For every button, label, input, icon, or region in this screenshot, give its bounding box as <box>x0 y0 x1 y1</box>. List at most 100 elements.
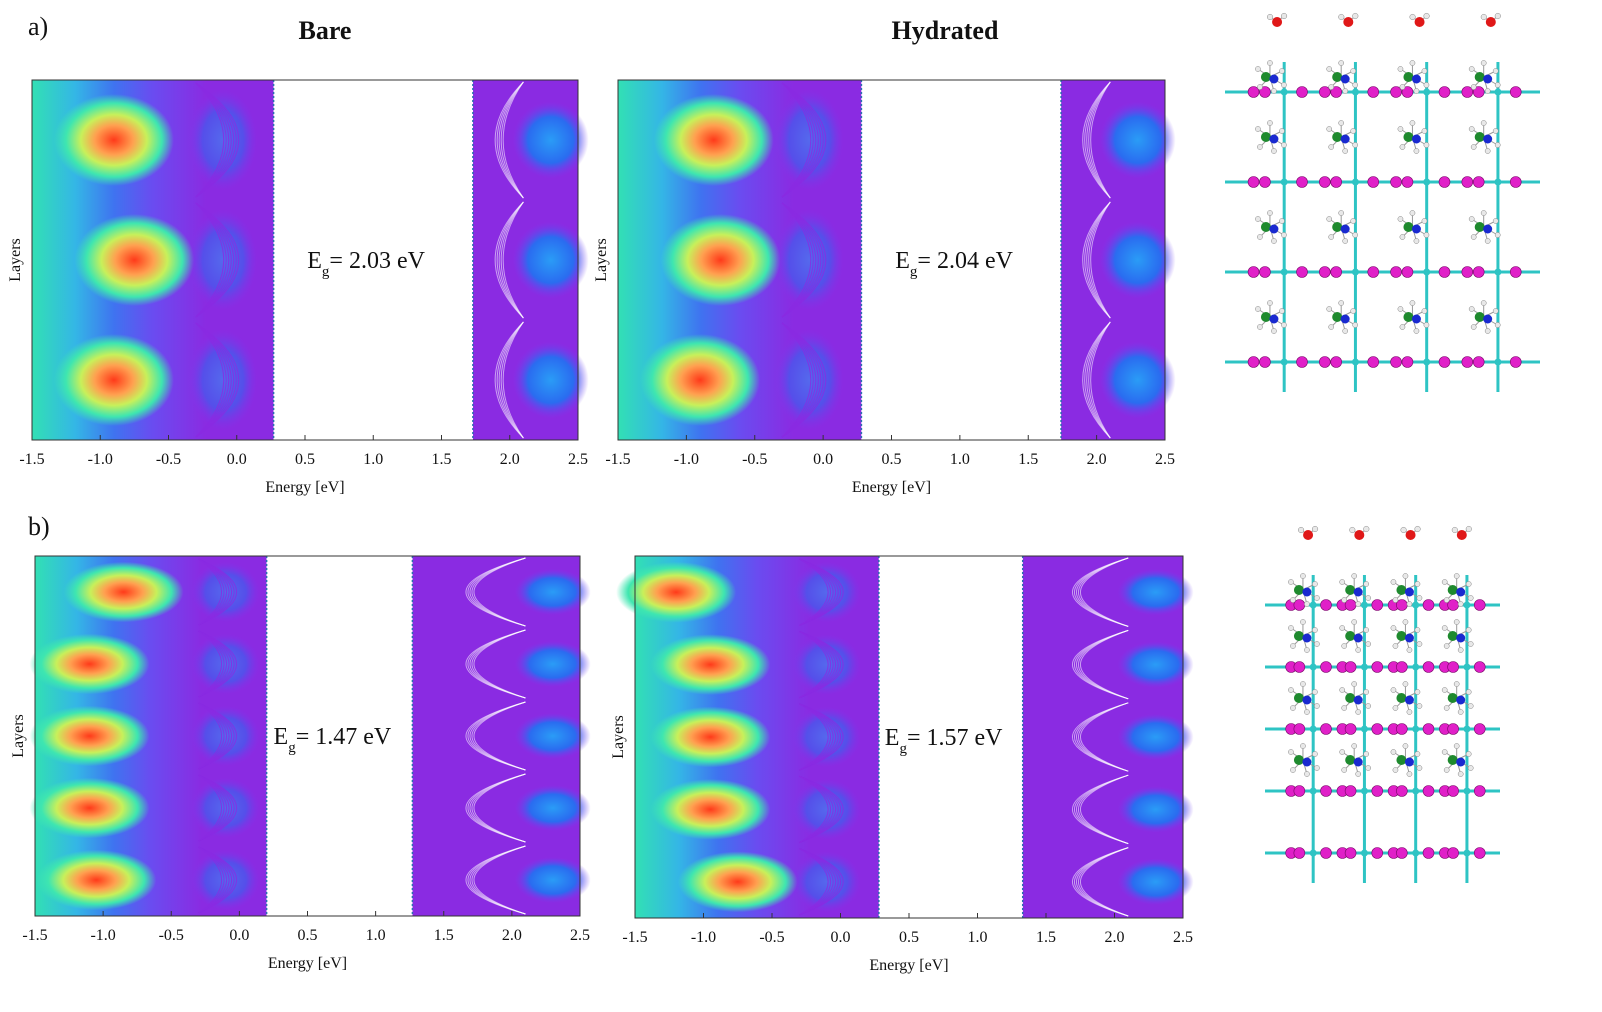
dos-contour <box>195 322 234 438</box>
iodine-atom <box>1473 599 1486 611</box>
iodine-atom <box>1367 86 1380 98</box>
dos-contour <box>198 846 223 914</box>
dos-contour <box>781 202 824 318</box>
dos-hotspot <box>650 706 771 768</box>
conduction-lobe <box>1117 569 1194 616</box>
iodine-atom <box>1259 86 1271 98</box>
dos-contour <box>498 81 524 199</box>
x-tick-label: 2.0 <box>502 927 522 944</box>
x-tick-label: -1.0 <box>90 927 115 944</box>
iodine-atom <box>1396 723 1408 735</box>
methylammonium-cation <box>1255 60 1287 94</box>
iodine-atom <box>1472 356 1485 368</box>
iodine-atom <box>1396 785 1408 797</box>
valence-edge-lobe <box>792 851 861 913</box>
dos-contour <box>195 82 237 198</box>
dos-contour <box>781 202 827 318</box>
dos-contour <box>195 202 230 318</box>
band-gap-region <box>266 556 413 916</box>
x-axis-label: Energy [eV] <box>852 479 931 496</box>
band-gap-region <box>878 556 1023 918</box>
lead-atom <box>1412 663 1420 671</box>
iodine-atom <box>1509 356 1522 368</box>
x-tick-label: 1.0 <box>363 451 383 468</box>
conduction-lobe <box>1099 101 1176 179</box>
lead-atom <box>1351 358 1359 366</box>
conduction-lobe <box>512 221 589 299</box>
iodine-atom <box>1259 356 1271 368</box>
gap-value: 1.57 eV <box>927 725 1004 751</box>
x-tick-label: 2.5 <box>1155 451 1175 468</box>
iodine-atom <box>1472 86 1485 98</box>
valence-edge-lobe <box>189 209 258 311</box>
x-tick-label: 0.0 <box>813 451 833 468</box>
iodine-atom <box>1293 661 1306 673</box>
conduction-lobe <box>514 568 591 616</box>
plot-b-bare: Eg= 1.47 eV -1.5 -1.0 -0.5 0.0 0.5 1.0 1.5 2.0 2.… <box>10 555 591 978</box>
methylammonium-cation <box>1326 60 1359 94</box>
dos-contour <box>1080 702 1129 772</box>
valence-edge-lobe <box>792 561 861 623</box>
dos-contour <box>502 201 524 319</box>
gap-value: 2.04 eV <box>937 248 1014 274</box>
iodine-atom <box>1401 176 1414 188</box>
plot-a-hydrated: Eg= 2.04 eV -1.5 -1.0 -0.5 0.0 0.5 1.0 1.5 2.0 2.… <box>593 79 1176 502</box>
x-tick-label: -1.0 <box>88 451 113 468</box>
iodine-atom <box>1422 599 1435 611</box>
valence-edge-lobe <box>189 89 258 191</box>
iodine-atom <box>1371 599 1384 611</box>
panel-b-label: b) <box>28 512 50 541</box>
x-tick-label: 1.5 <box>432 451 452 468</box>
dos-hotspot <box>53 334 174 426</box>
iodine-atom <box>1247 86 1260 98</box>
x-tick-label: 1.0 <box>968 929 988 946</box>
methylammonium-cation <box>1390 743 1423 777</box>
dos-contour <box>781 202 822 318</box>
methylammonium-cation <box>1441 573 1474 607</box>
water-molecule <box>1349 525 1370 540</box>
water-molecule <box>1409 12 1430 27</box>
iodine-atom <box>1247 266 1260 278</box>
dos-contour <box>799 703 829 771</box>
dos-hotspot <box>660 214 781 306</box>
dos-contour <box>1086 201 1111 319</box>
iodine-atom <box>1319 266 1331 278</box>
iodine-atom <box>1390 266 1402 278</box>
valence-edge-lobe <box>191 777 260 839</box>
x-tick-label: 0.0 <box>229 927 249 944</box>
x-tick-label: 2.5 <box>570 927 590 944</box>
iodine-atom <box>1447 723 1459 735</box>
iodine-atom <box>1259 266 1271 278</box>
methylammonium-cation <box>1288 619 1320 653</box>
dos-contour <box>781 322 819 438</box>
lead-atom <box>1309 663 1317 671</box>
iodine-atom <box>1247 176 1260 188</box>
dos-contour <box>502 81 524 199</box>
dos-contour <box>473 845 526 915</box>
water-molecule <box>1298 525 1319 540</box>
x-axis-label: Energy [eV] <box>268 955 347 972</box>
x-tick-label: 1.5 <box>1036 929 1056 946</box>
lead-atom <box>1360 787 1368 795</box>
iodine-atom <box>1509 266 1522 278</box>
lead-atom <box>1423 268 1431 276</box>
iodine-atom <box>1320 847 1332 859</box>
dos-contour <box>781 202 817 318</box>
water-molecule <box>1480 12 1501 27</box>
dos-contour <box>502 321 524 439</box>
dos-contour <box>498 321 524 439</box>
methylammonium-cation <box>1441 681 1474 715</box>
dos-contour <box>198 630 225 698</box>
lead-atom <box>1351 178 1359 186</box>
dos-hotspot <box>53 94 174 186</box>
lead-atom <box>1423 88 1431 96</box>
dos-contour <box>1080 557 1129 627</box>
iodine-atom <box>1344 785 1357 797</box>
dos-contour <box>473 701 526 771</box>
x-tick-label: 0.5 <box>295 451 315 468</box>
lead-atom <box>1463 787 1471 795</box>
y-axis-label: Layers <box>593 238 610 282</box>
dos-hotspot <box>63 561 184 623</box>
dos-contour <box>1090 201 1111 319</box>
dos-contour <box>195 82 227 198</box>
